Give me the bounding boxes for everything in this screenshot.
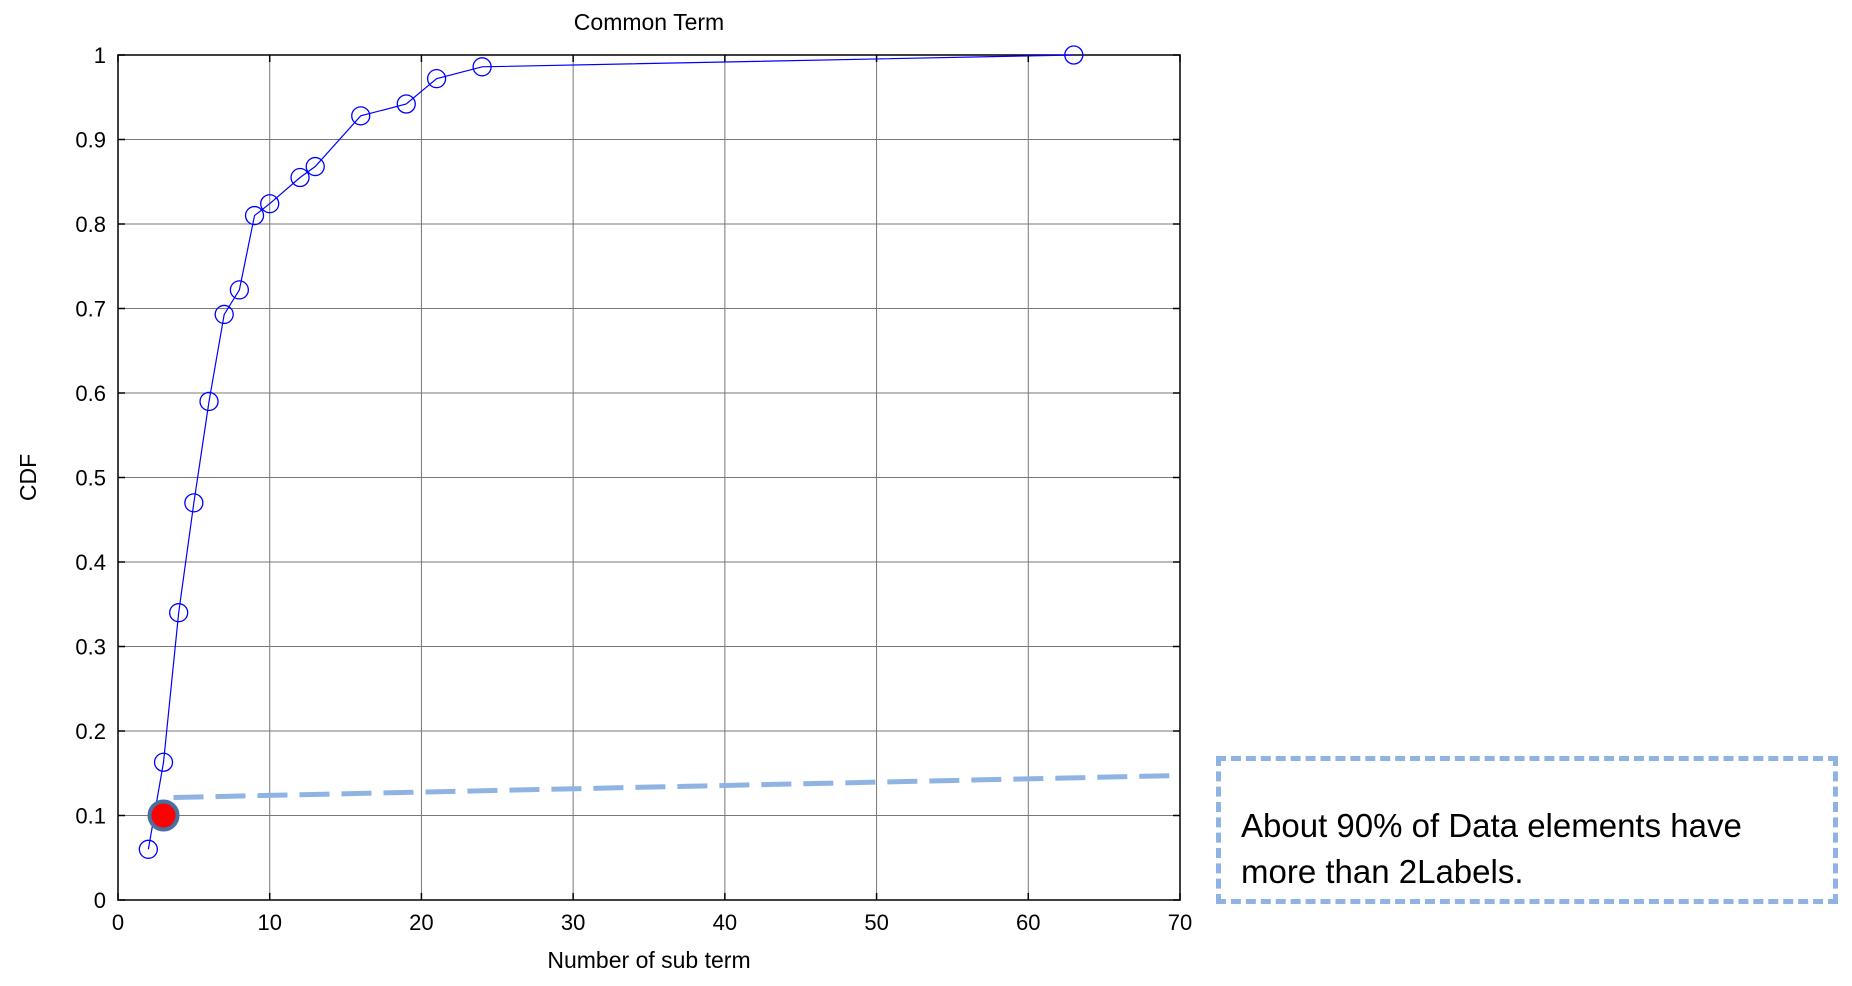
y-axis-label: CDF — [15, 454, 41, 501]
callout-pointer-line — [173, 773, 1181, 800]
data-point — [244, 205, 265, 226]
data-point — [290, 167, 310, 188]
x-tick-label: 20 — [409, 910, 433, 935]
y-tick-label: 1 — [94, 43, 106, 68]
series-line — [147, 54, 1074, 850]
y-tick-label: 0.9 — [75, 128, 106, 153]
y-tick-label: 0.8 — [75, 212, 106, 237]
x-tick-label: 60 — [1016, 910, 1040, 935]
data-point — [426, 69, 447, 89]
x-tick-label: 0 — [112, 910, 124, 935]
x-tick-label: 10 — [257, 910, 281, 935]
callout-text-line-2: more than 2Labels. — [1241, 853, 1524, 890]
data-point — [396, 94, 416, 114]
y-tick-label: 0.7 — [75, 297, 106, 322]
data-point — [351, 106, 371, 126]
y-tick-label: 0.1 — [75, 804, 106, 829]
grid-lines — [118, 55, 1180, 900]
y-tick-label: 0 — [94, 888, 106, 913]
axis-ticks — [117, 54, 1181, 901]
data-point — [184, 493, 204, 513]
y-tick-labels: 0 0.1 0.2 0.3 0.4 0.5 0.6 0.7 0.8 0.9 1 — [75, 43, 106, 913]
x-tick-label: 30 — [561, 910, 585, 935]
data-point — [305, 156, 325, 177]
data-point — [199, 391, 219, 412]
data-point — [472, 57, 492, 77]
series-markers — [138, 45, 1084, 859]
data-point — [169, 603, 189, 623]
y-tick-label: 0.4 — [75, 550, 106, 575]
data-point — [229, 280, 250, 300]
data-point — [214, 304, 234, 325]
callout-text-line-1: About 90% of Data elements have — [1241, 807, 1742, 844]
y-tick-label: 0.2 — [75, 719, 106, 744]
x-axis-label: Number of sub term — [547, 947, 750, 973]
y-tick-label: 0.5 — [75, 466, 106, 491]
y-tick-label: 0.6 — [75, 381, 106, 406]
data-point — [153, 752, 174, 772]
highlight-point — [147, 799, 180, 832]
x-tick-label: 40 — [713, 910, 737, 935]
data-point — [138, 839, 158, 859]
callout-box: About 90% of Data elements have more tha… — [1216, 756, 1838, 904]
x-tick-labels: 0 10 20 30 40 50 60 70 — [112, 910, 1192, 935]
data-point — [1064, 45, 1084, 65]
data-point — [260, 194, 280, 214]
y-tick-label: 0.3 — [75, 635, 106, 660]
x-tick-label: 70 — [1168, 910, 1192, 935]
chart-title: Common Term — [574, 9, 724, 35]
x-tick-label: 50 — [864, 910, 888, 935]
